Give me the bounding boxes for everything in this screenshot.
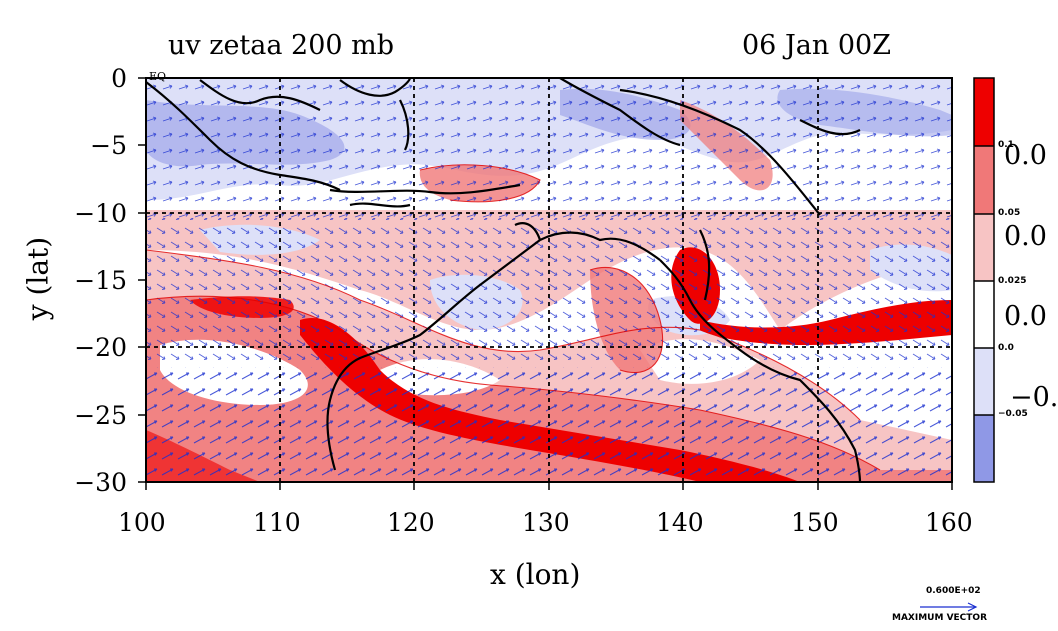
x-tick-150: 150 <box>791 508 839 537</box>
x-tick-130: 130 <box>522 508 570 537</box>
colorbar-label-0.1: 0.1 <box>998 140 1014 150</box>
x-tick-140: 140 <box>656 508 704 537</box>
y-tick-minus30: −30 <box>74 468 127 497</box>
map-timestamp: 06 Jan 00Z <box>742 30 891 61</box>
colorbar-label-0.0: 0.0 <box>998 343 1014 353</box>
y-tick-minus5: −5 <box>90 131 127 160</box>
colorbar <box>973 77 995 483</box>
x-tick-160: 160 <box>925 508 973 537</box>
y-tick-minus15: −15 <box>74 266 127 295</box>
map-title: uv zetaa 200 mb <box>168 30 395 61</box>
y-tick-minus20: −20 <box>74 333 127 362</box>
vorticity-field <box>146 78 952 482</box>
x-axis-label: x (lon) <box>490 558 581 591</box>
colorbar-large-label-1: 0.0 <box>1004 140 1047 171</box>
colorbar-large-label-3: 0.0 <box>1004 301 1047 332</box>
vector-key-arrow <box>920 602 978 612</box>
x-tick-110: 110 <box>253 508 301 537</box>
x-tick-100: 100 <box>118 508 166 537</box>
vector-key-label: MAXIMUM VECTOR <box>892 613 988 623</box>
y-tick-0: 0 <box>111 64 127 93</box>
y-axis-label: y (lat) <box>21 236 55 321</box>
equator-label: EQ <box>149 70 166 83</box>
y-tick-minus10: −10 <box>74 199 127 228</box>
colorbar-label-0.05: 0.05 <box>998 208 1021 218</box>
colorbar-label-neg0.05: −0.05 <box>998 409 1028 419</box>
x-tick-120: 120 <box>387 508 435 537</box>
colorbar-large-label-4: −0. <box>1010 382 1058 413</box>
colorbar-label-0.025: 0.025 <box>998 276 1027 286</box>
y-tick-minus25: −25 <box>74 401 127 430</box>
colorbar-large-label-2: 0.0 <box>1004 221 1047 252</box>
vector-key-value: 0.600E+02 <box>926 586 981 596</box>
